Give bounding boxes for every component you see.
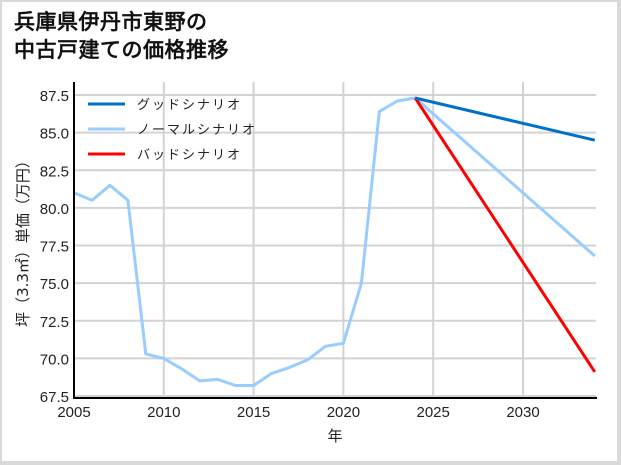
chart-frame xyxy=(2,2,617,461)
x-tick-label: 2020 xyxy=(327,404,360,421)
series-line-2 xyxy=(413,97,597,373)
title-line-1: 兵庫県伊丹市東野の xyxy=(14,10,208,34)
y-tick-label: 77.5 xyxy=(40,239,69,256)
x-axis-label: 年 xyxy=(327,427,342,445)
x-tick-label: 2025 xyxy=(417,404,450,421)
y-tick-label: 80.0 xyxy=(40,201,69,218)
y-tick-label: 75.0 xyxy=(40,276,69,293)
chart-title: 兵庫県伊丹市東野の 中古戸建ての価格推移 xyxy=(14,8,229,64)
series-line-1 xyxy=(73,96,596,387)
legend-label: グッドシナリオ xyxy=(137,98,242,113)
series-lines xyxy=(73,96,597,387)
x-tick-label: 2005 xyxy=(57,404,90,421)
x-tick-labels: 2005 2010 2015 2020 2025 2030 xyxy=(57,404,539,421)
y-tick-label: 72.5 xyxy=(40,314,69,331)
y-tick-label: 82.5 xyxy=(40,163,69,180)
legend-label: ノーマルシナリオ xyxy=(137,123,257,138)
series-line-0 xyxy=(414,96,596,142)
y-tick-label: 67.5 xyxy=(40,389,69,406)
y-tick-label: 85.0 xyxy=(40,126,69,143)
x-tick-label: 2015 xyxy=(237,404,270,421)
x-tick-label: 2010 xyxy=(147,404,180,421)
axes xyxy=(73,82,597,399)
y-axis-label: 坪（3.3㎡）単価（万円） xyxy=(14,153,32,327)
title-line-2: 中古戸建ての価格推移 xyxy=(14,38,229,62)
legend-label: バッドシナリオ xyxy=(137,148,242,163)
y-tick-label: 87.5 xyxy=(40,88,69,105)
x-tick-label: 2030 xyxy=(506,404,539,421)
y-tick-label: 70.0 xyxy=(40,351,69,368)
y-tick-labels: 67.5 70.0 72.5 75.0 77.5 80.0 82.5 85.0 87.5 xyxy=(40,88,69,406)
